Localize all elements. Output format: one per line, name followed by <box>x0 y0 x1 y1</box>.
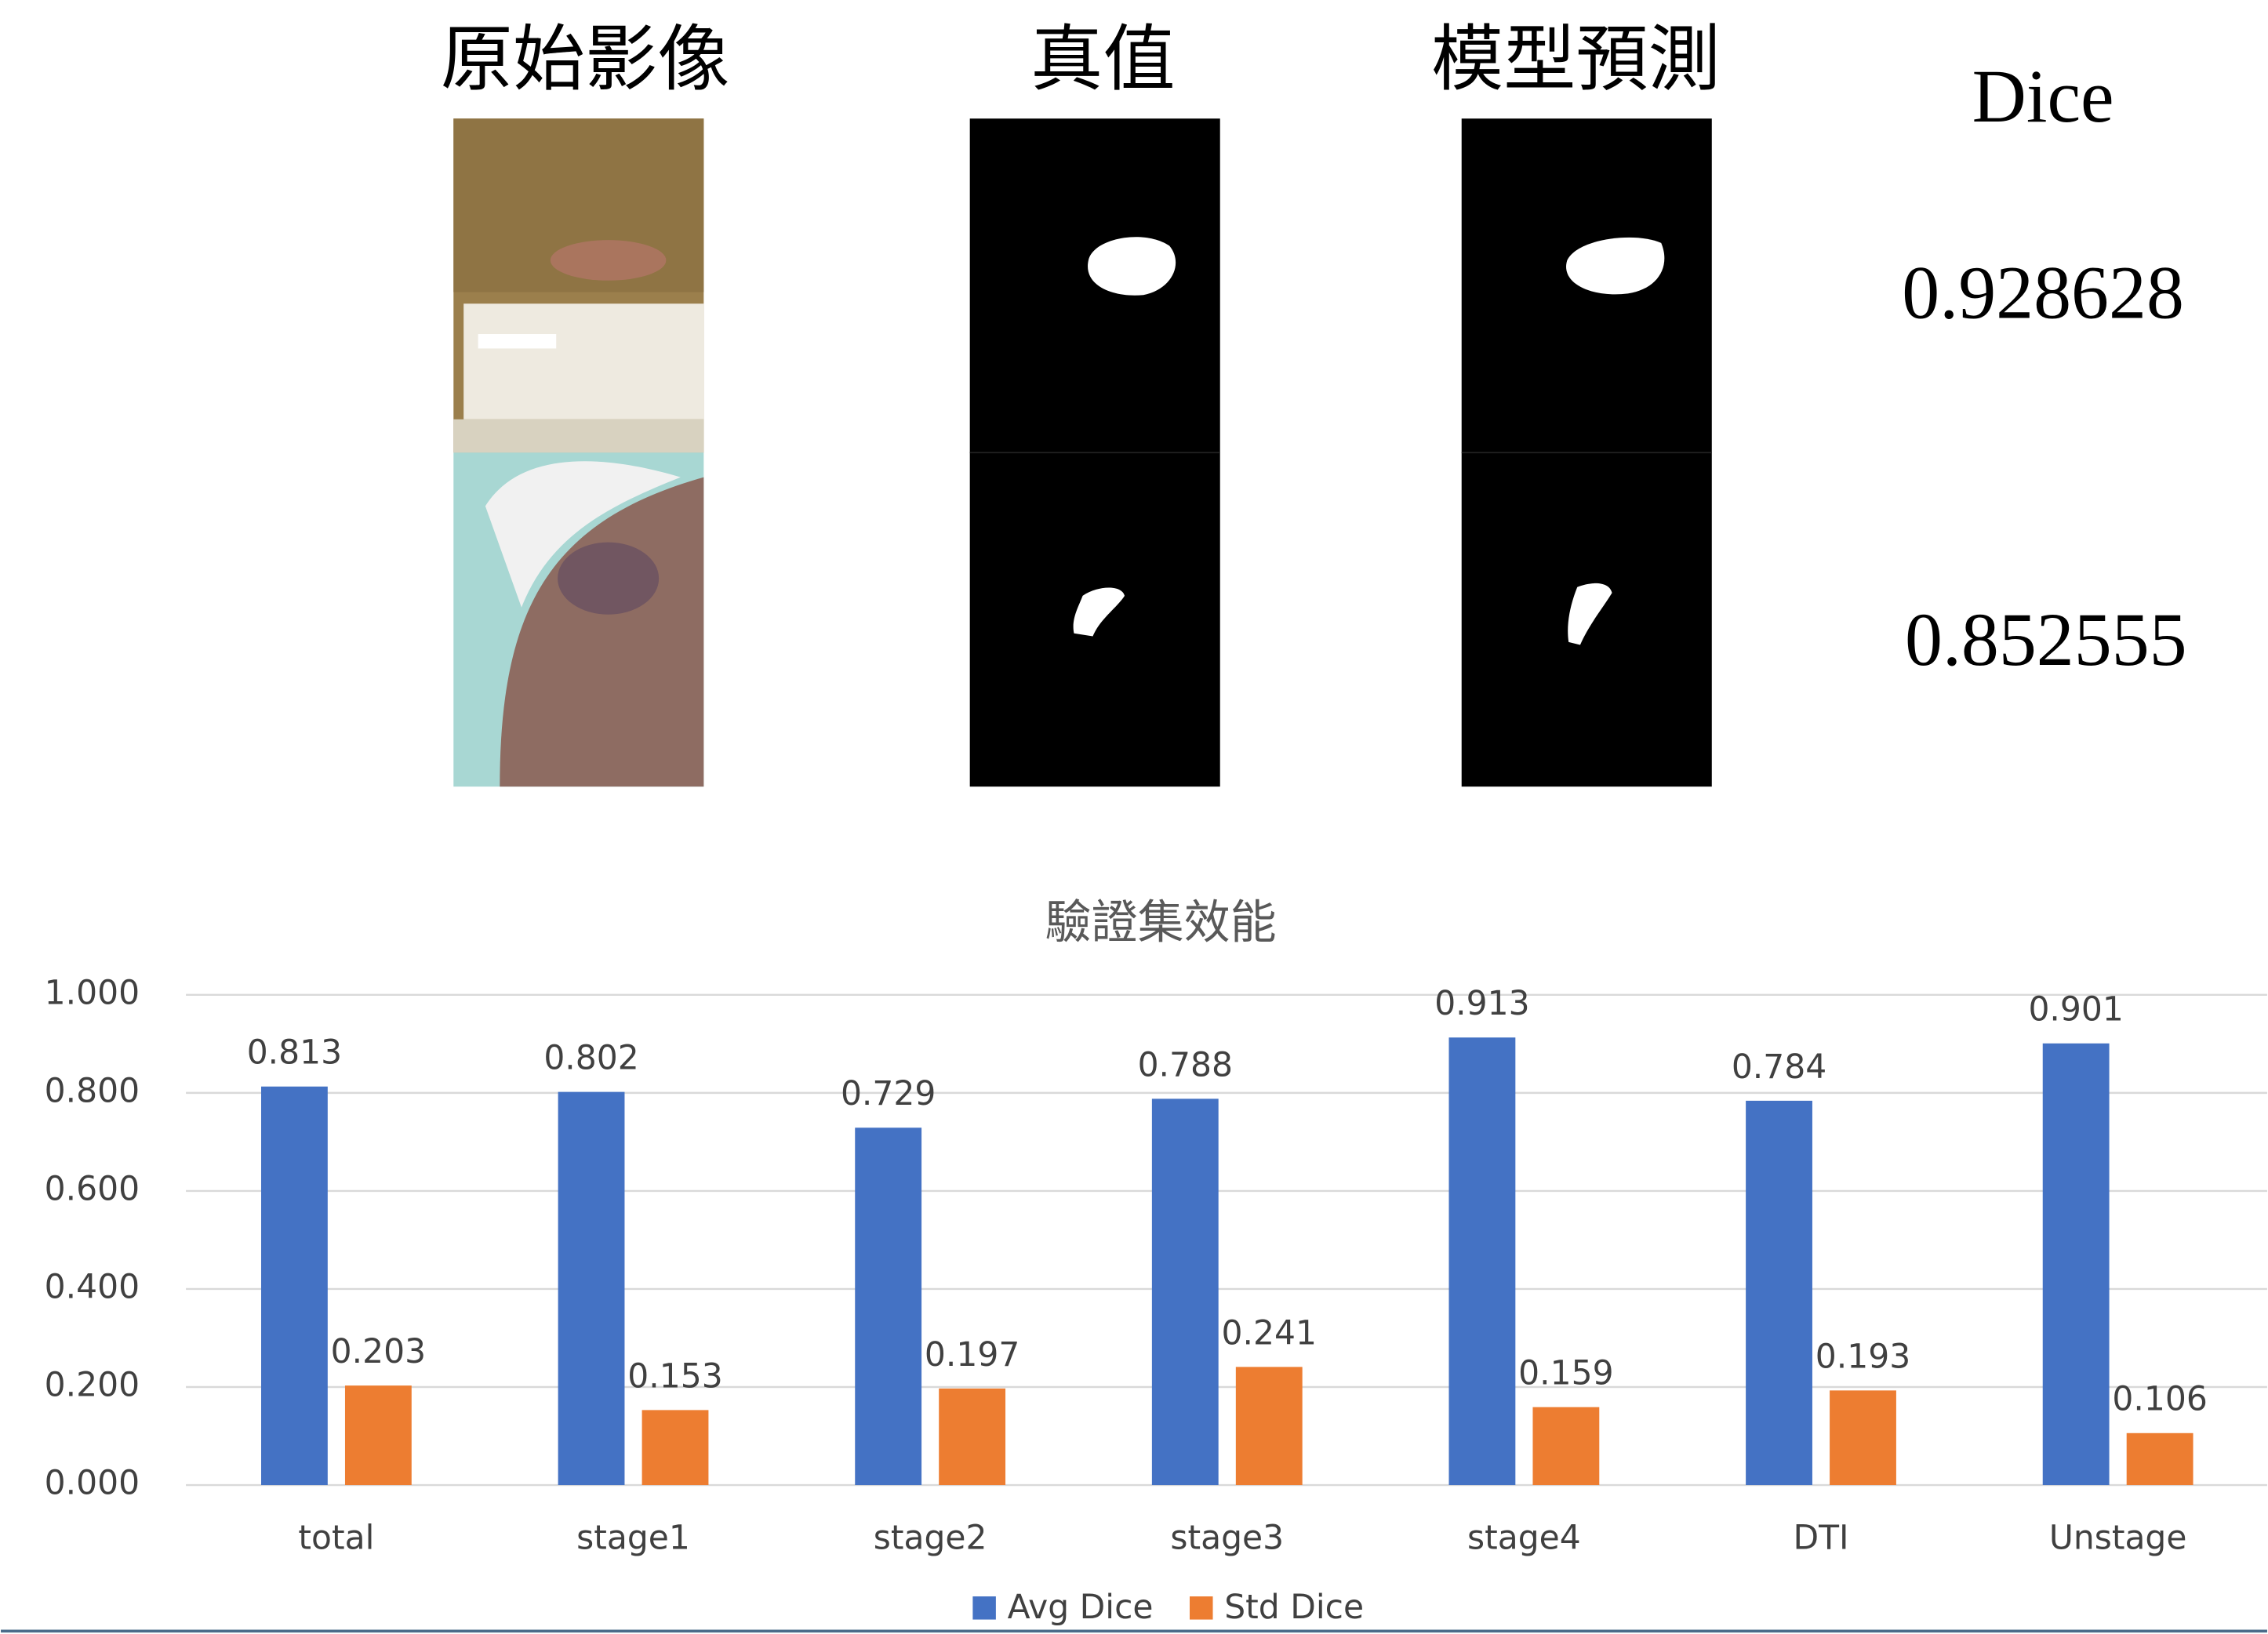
data-label: 0.193 <box>1815 1338 1910 1376</box>
bar <box>2042 1043 2110 1486</box>
photo <box>453 118 704 453</box>
x-tick-label: stage2 <box>874 1520 987 1558</box>
bar <box>260 1086 328 1486</box>
data-label: 0.197 <box>925 1336 1020 1374</box>
data-label: 0.813 <box>247 1034 342 1073</box>
legend-label: Std Dice <box>1224 1589 1364 1627</box>
bar <box>1151 1098 1219 1486</box>
y-tick-label: 0.400 <box>45 1268 140 1306</box>
bar <box>558 1091 625 1486</box>
legend-label: Avg Dice <box>1008 1589 1154 1627</box>
legend-swatch <box>972 1596 996 1620</box>
chart-title: 驗證集效能 <box>1045 895 1277 949</box>
x-tick-label: stage3 <box>1170 1520 1284 1558</box>
bar <box>1830 1390 1896 1486</box>
data-label: 0.802 <box>543 1040 638 1078</box>
bar <box>1532 1407 1600 1486</box>
y-tick-label: 0.200 <box>45 1367 140 1405</box>
data-label: 0.901 <box>2028 991 2123 1029</box>
data-label: 0.106 <box>2112 1381 2207 1419</box>
x-tick-label: total <box>298 1520 374 1558</box>
bar <box>1448 1037 1516 1486</box>
data-label: 0.913 <box>1434 985 1529 1023</box>
bar <box>642 1410 709 1486</box>
data-label: 0.729 <box>841 1075 936 1113</box>
data-label: 0.153 <box>627 1357 722 1396</box>
x-tick-label: Unstage <box>2049 1520 2187 1558</box>
mask <box>969 118 1220 787</box>
x-tick-label: DTI <box>1793 1520 1848 1558</box>
bar <box>1235 1367 1303 1486</box>
bar <box>855 1127 922 1486</box>
dice-value: 0.928628 <box>1902 252 2184 335</box>
y-tick-label: 0.800 <box>45 1072 140 1110</box>
dice-value: 0.852555 <box>1905 598 2187 681</box>
photo <box>453 452 704 787</box>
data-label: 0.784 <box>1732 1048 1826 1087</box>
mask <box>1461 118 1712 787</box>
column-header: 原始影像 <box>441 16 730 101</box>
y-tick-label: 1.000 <box>45 974 140 1012</box>
y-tick-label: 0.600 <box>45 1170 140 1208</box>
data-label: 0.159 <box>1518 1355 1613 1393</box>
column-header: 真值 <box>1030 16 1175 101</box>
bar <box>1746 1100 1812 1486</box>
column-header: 模型預測 <box>1431 16 1721 101</box>
x-tick-label: stage4 <box>1467 1520 1581 1558</box>
column-header: Dice <box>1972 55 2114 138</box>
bar <box>939 1388 1006 1486</box>
bar <box>2126 1432 2193 1486</box>
x-tick-label: stage1 <box>576 1520 690 1558</box>
chart: 0.000 0.200 0.400 0.600 0.800 1.000 total 0.813… <box>45 974 2267 1627</box>
bar <box>344 1385 412 1486</box>
data-label: 0.241 <box>1222 1314 1317 1353</box>
y-tick-label: 0.000 <box>45 1465 140 1503</box>
legend-swatch <box>1190 1596 1213 1620</box>
data-label: 0.203 <box>331 1333 426 1371</box>
data-label: 0.788 <box>1138 1046 1233 1084</box>
